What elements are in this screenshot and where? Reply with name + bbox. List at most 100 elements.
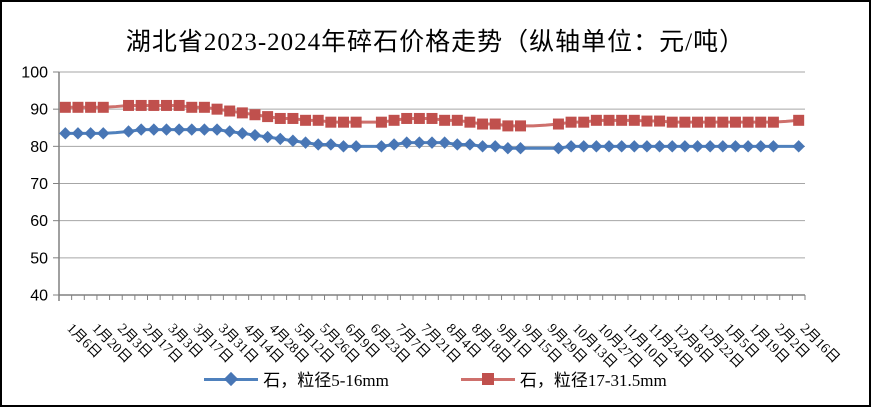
data-point-marker: [666, 116, 678, 128]
data-point-marker: [413, 136, 426, 149]
data-point-marker: [401, 112, 413, 124]
data-point-marker: [716, 140, 730, 153]
data-point-marker: [564, 140, 578, 153]
data-point-marker: [451, 114, 463, 126]
legend-marker-diamond: [204, 371, 259, 386]
data-point-marker: [248, 128, 262, 142]
data-point-marker: [262, 111, 274, 123]
data-point-marker: [425, 136, 439, 149]
data-point-marker: [640, 140, 654, 153]
data-point-marker: [147, 123, 161, 136]
y-tick-label: 90: [30, 102, 48, 119]
data-point-marker: [439, 114, 451, 126]
legend-label: 石，粒径17-31.5mm: [519, 371, 667, 390]
data-point-marker: [388, 114, 400, 126]
data-point-marker: [85, 101, 97, 113]
data-point-marker: [160, 123, 173, 136]
data-point-marker: [755, 116, 767, 128]
data-point-marker: [173, 99, 185, 111]
data-point-marker: [84, 127, 97, 140]
data-point-marker: [451, 138, 464, 151]
data-point-marker: [552, 141, 565, 155]
data-point-marker: [792, 140, 805, 153]
data-point-marker: [489, 140, 502, 153]
data-point-marker: [185, 123, 198, 136]
data-point-marker: [337, 140, 350, 153]
data-point-marker: [578, 116, 590, 128]
data-point-marker: [438, 136, 451, 149]
data-point-marker: [476, 140, 489, 153]
y-tick-label: 60: [30, 213, 48, 230]
chart-title: 湖北省2023-2024年碎石价格走势（纵轴单位：元/吨）: [125, 29, 746, 56]
data-point-marker: [148, 99, 160, 111]
legend-item-5-16mm: 石，粒径5-16mm: [204, 366, 389, 391]
data-point-marker: [767, 116, 779, 128]
legend: 石，粒径5-16mm 石，粒径17-31.5mm: [2, 366, 869, 391]
data-point-marker: [678, 140, 692, 153]
data-point-marker: [654, 115, 666, 127]
data-point-marker: [565, 116, 577, 128]
y-tick-label: 40: [30, 288, 48, 305]
data-point-marker: [590, 140, 603, 153]
y-tick-label: 70: [30, 176, 48, 193]
data-point-marker: [679, 116, 691, 128]
legend-label: 石，粒径5-16mm: [263, 371, 389, 390]
data-point-marker: [729, 140, 742, 153]
data-point-marker: [172, 123, 186, 136]
data-point-marker: [71, 127, 85, 140]
data-point-marker: [477, 118, 489, 130]
data-point-marker: [324, 138, 338, 151]
legend-marker-square: [460, 372, 515, 386]
data-point-marker: [515, 120, 527, 132]
data-point-marker: [489, 118, 501, 130]
data-point-marker: [122, 125, 135, 138]
data-point-marker: [59, 127, 72, 140]
legend-item-17-31.5mm: 石，粒径17-31.5mm: [460, 366, 667, 391]
data-point-marker: [236, 107, 248, 119]
data-point-marker: [186, 101, 198, 113]
data-point-marker: [224, 105, 236, 117]
data-point-marker: [767, 140, 780, 153]
data-point-marker: [577, 140, 590, 153]
data-point-marker: [299, 136, 312, 149]
data-point-marker: [501, 141, 515, 155]
data-point-marker: [59, 101, 71, 113]
data-point-marker: [514, 141, 527, 155]
y-tick-label: 50: [30, 250, 48, 267]
data-point-marker: [616, 114, 628, 126]
data-point-marker: [211, 103, 223, 115]
data-point-marker: [666, 140, 679, 153]
data-point-marker: [97, 127, 110, 140]
data-point-marker: [123, 99, 135, 111]
data-point-marker: [692, 116, 704, 128]
y-tick-label: 100: [21, 65, 48, 82]
data-point-marker: [312, 114, 324, 126]
data-point-marker: [337, 116, 349, 128]
data-point-marker: [628, 114, 640, 126]
data-point-marker: [160, 99, 172, 111]
data-point-marker: [198, 123, 211, 136]
data-point-marker: [603, 114, 615, 126]
data-point-marker: [274, 132, 287, 146]
data-point-marker: [426, 112, 438, 124]
data-point-marker: [349, 140, 363, 153]
data-point-marker: [286, 134, 300, 147]
data-point-marker: [249, 109, 261, 121]
data-point-marker: [641, 115, 653, 127]
data-point-marker: [704, 116, 716, 128]
data-point-marker: [590, 114, 602, 126]
data-point-marker: [350, 116, 362, 128]
data-point-marker: [464, 116, 476, 128]
data-point-marker: [729, 116, 741, 128]
data-point-marker: [274, 112, 286, 124]
data-point-marker: [413, 112, 425, 124]
data-point-marker: [691, 140, 704, 153]
data-point-marker: [375, 116, 387, 128]
data-point-marker: [375, 140, 388, 153]
data-point-marker: [312, 138, 325, 151]
y-tick-label: 80: [30, 139, 48, 156]
data-point-marker: [223, 125, 236, 138]
data-point-marker: [717, 116, 729, 128]
